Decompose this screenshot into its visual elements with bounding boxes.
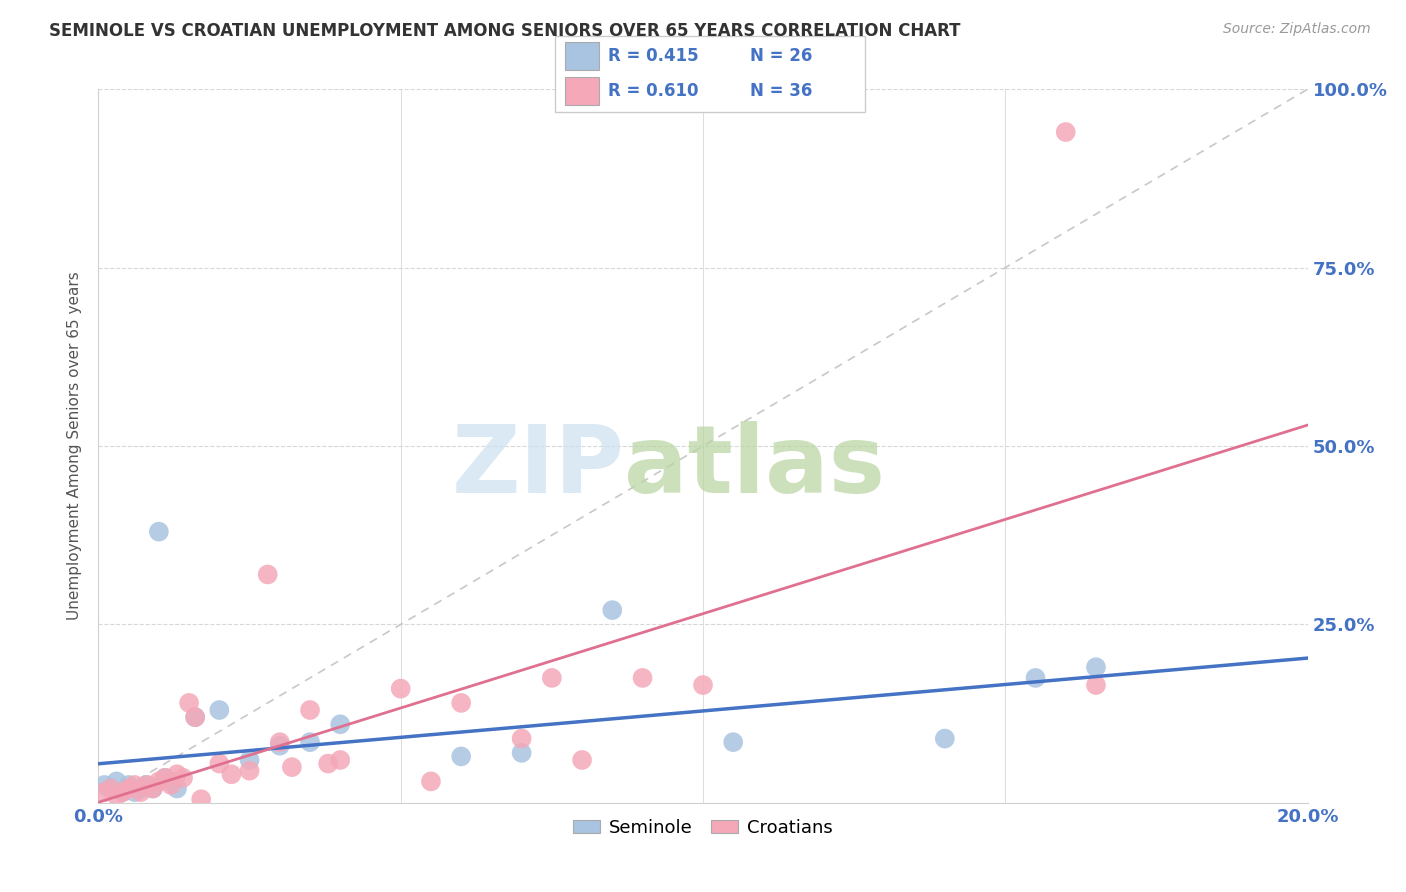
Point: [105, 774, 128, 789]
Point: [1024, 671, 1046, 685]
Point: [510, 731, 533, 746]
Point: [510, 746, 533, 760]
Point: [269, 739, 291, 753]
Text: R = 0.610: R = 0.610: [607, 82, 699, 101]
Point: [129, 781, 152, 796]
Point: [124, 778, 146, 792]
Point: [153, 771, 176, 785]
Point: [299, 703, 322, 717]
Text: N = 26: N = 26: [751, 46, 813, 65]
Point: [239, 764, 262, 778]
Point: [184, 710, 207, 724]
Point: [135, 778, 157, 792]
Point: [450, 749, 472, 764]
Point: [602, 603, 624, 617]
Point: [93, 778, 115, 792]
Point: [153, 771, 176, 785]
Point: [172, 771, 194, 785]
FancyBboxPatch shape: [555, 36, 865, 112]
Point: [723, 735, 745, 749]
Text: ZIP: ZIP: [451, 421, 624, 514]
Point: [160, 778, 183, 792]
Point: [299, 735, 322, 749]
Point: [179, 696, 201, 710]
Point: [1085, 678, 1108, 692]
Point: [208, 703, 231, 717]
Point: [1054, 125, 1077, 139]
FancyBboxPatch shape: [565, 42, 599, 70]
Point: [124, 785, 146, 799]
Point: [316, 756, 339, 771]
Point: [389, 681, 412, 696]
Point: [148, 524, 170, 539]
Point: [184, 710, 207, 724]
Point: [934, 731, 956, 746]
Point: [93, 785, 115, 799]
Text: N = 36: N = 36: [751, 82, 813, 101]
Point: [256, 567, 278, 582]
Text: Source: ZipAtlas.com: Source: ZipAtlas.com: [1223, 22, 1371, 37]
Point: [100, 781, 122, 796]
Point: [118, 778, 141, 792]
Point: [142, 781, 165, 796]
Point: [571, 753, 593, 767]
Point: [190, 792, 212, 806]
Text: R = 0.415: R = 0.415: [607, 46, 699, 65]
Point: [420, 774, 443, 789]
Point: [450, 696, 472, 710]
Point: [142, 781, 165, 796]
Point: [540, 671, 562, 685]
Point: [118, 781, 141, 796]
Point: [329, 717, 352, 731]
Point: [692, 678, 714, 692]
Point: [166, 781, 188, 796]
Y-axis label: Unemployment Among Seniors over 65 years: Unemployment Among Seniors over 65 years: [67, 272, 83, 620]
Point: [208, 756, 231, 771]
Point: [129, 785, 152, 799]
Point: [329, 753, 352, 767]
Text: atlas: atlas: [624, 421, 886, 514]
FancyBboxPatch shape: [565, 78, 599, 105]
Point: [281, 760, 304, 774]
Point: [105, 789, 128, 803]
Point: [100, 781, 122, 796]
Legend: Seminole, Croatians: Seminole, Croatians: [565, 812, 841, 844]
Point: [135, 778, 157, 792]
Point: [269, 735, 291, 749]
Point: [148, 774, 170, 789]
Point: [111, 785, 134, 799]
Point: [221, 767, 243, 781]
Point: [631, 671, 654, 685]
Point: [160, 774, 183, 789]
Point: [1085, 660, 1108, 674]
Point: [239, 753, 262, 767]
Text: SEMINOLE VS CROATIAN UNEMPLOYMENT AMONG SENIORS OVER 65 YEARS CORRELATION CHART: SEMINOLE VS CROATIAN UNEMPLOYMENT AMONG …: [49, 22, 960, 40]
Point: [111, 785, 134, 799]
Point: [166, 767, 188, 781]
